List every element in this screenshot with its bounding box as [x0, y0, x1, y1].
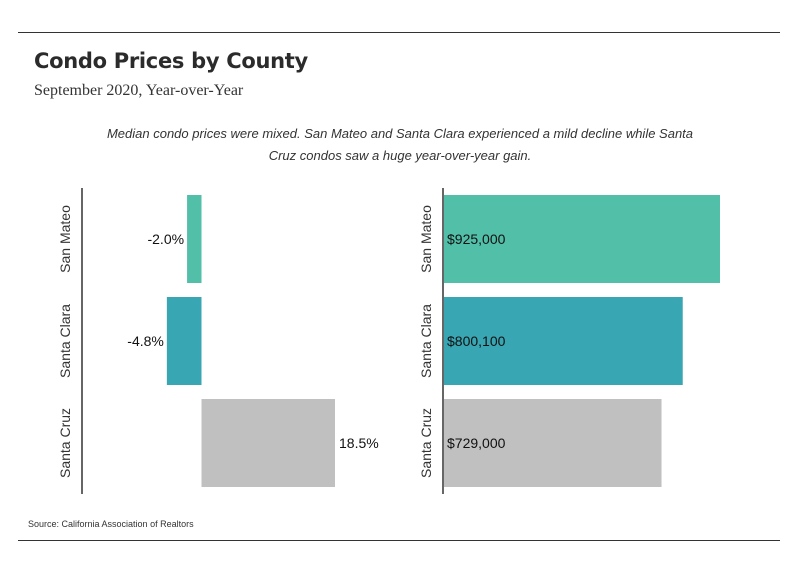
bottom-rule — [18, 540, 780, 541]
top-rule — [18, 32, 780, 33]
price-category-label-santa-cruz: Santa Cruz — [418, 408, 434, 478]
pct-value-label-santa-clara: -4.8% — [127, 333, 164, 349]
price-bar-san-mateo — [444, 195, 720, 283]
pct-bar-san-mateo — [187, 195, 202, 283]
price-value-label-santa-clara: $800,100 — [447, 333, 506, 349]
pct-category-label-santa-clara: Santa Clara — [57, 304, 73, 378]
chart-title: Condo Prices by County — [34, 49, 308, 73]
price-value-label-san-mateo: $925,000 — [447, 231, 506, 247]
source-note: Source: California Association of Realto… — [28, 519, 194, 529]
price-bar-santa-cruz — [444, 399, 662, 487]
price-value-label-santa-cruz: $729,000 — [447, 435, 506, 451]
chart-subtitle: September 2020, Year-over-Year — [34, 82, 244, 99]
price-bar-santa-clara — [444, 297, 683, 385]
pct-category-label-san-mateo: San Mateo — [57, 205, 73, 273]
pct-value-label-santa-cruz: 18.5% — [339, 435, 379, 451]
price-category-label-san-mateo: San Mateo — [418, 205, 434, 273]
annotation-line-2: Cruz condos saw a huge year-over-year ga… — [268, 148, 532, 163]
pct-bar-santa-clara — [166, 297, 202, 385]
chart-annotation: Median condo prices were mixed. San Mate… — [100, 123, 700, 167]
price-category-label-santa-clara: Santa Clara — [418, 304, 434, 378]
annotation-line-1: Median condo prices were mixed. San Mate… — [106, 126, 694, 141]
pct-category-label-santa-cruz: Santa Cruz — [57, 408, 73, 478]
pct-value-label-san-mateo: -2.0% — [147, 231, 184, 247]
pct-bar-santa-cruz — [201, 399, 335, 487]
